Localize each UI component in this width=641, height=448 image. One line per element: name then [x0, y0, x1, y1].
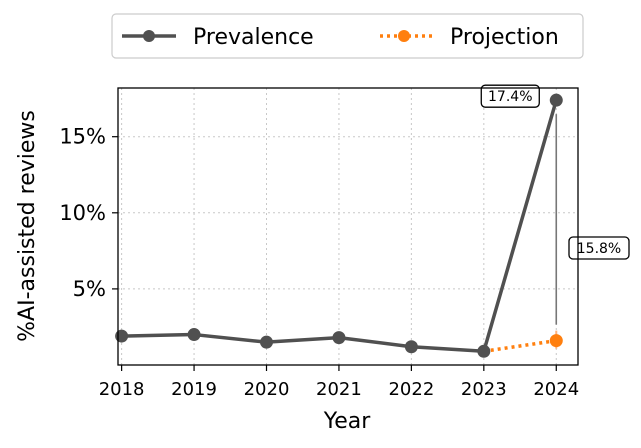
- x-tick-label: 2023: [461, 379, 507, 400]
- x-tick-label: 2018: [99, 379, 145, 400]
- annotation-layer: 17.4% 15.8%: [480, 84, 630, 325]
- annotation-box-gap: [568, 236, 630, 260]
- data-point-projection: [549, 334, 563, 348]
- data-point-prevalence: [477, 344, 491, 358]
- legend-label-projection: Projection: [450, 25, 559, 50]
- annotation-label-gap: 15.8%: [577, 241, 621, 257]
- x-tick-label: 2024: [533, 379, 579, 400]
- x-tick-label: 2019: [171, 379, 217, 400]
- y-axis-label: %AI-assisted reviews: [15, 110, 40, 342]
- legend-frame: [111, 13, 584, 59]
- data-point-prevalence: [115, 329, 129, 343]
- data-point-prevalence: [332, 331, 346, 345]
- data-point-prevalence: [404, 340, 418, 354]
- legend: Prevalence Projection: [111, 13, 584, 59]
- plot-frame: [117, 87, 579, 366]
- data-point-prevalence: [187, 328, 201, 342]
- annotation-label-peak: 17.4%: [488, 89, 532, 105]
- legend-label-prevalence: Prevalence: [193, 25, 314, 50]
- x-tick-label: 2021: [316, 379, 362, 400]
- y-tick-label: 15%: [59, 125, 106, 149]
- y-tick-label: 5%: [73, 277, 106, 301]
- legend-marker-prevalence: [143, 30, 155, 42]
- x-axis-label: Year: [323, 409, 372, 434]
- x-axis-ticks: 2018 2019 2020 2021 2022 2023 2024: [99, 365, 579, 400]
- y-axis-ticks: 5% 10% 15%: [59, 125, 118, 301]
- data-point-prevalence: [260, 335, 274, 349]
- annotation-box-peak: [480, 84, 540, 108]
- x-tick-label: 2022: [388, 379, 434, 400]
- y-tick-label: 10%: [59, 201, 106, 225]
- data-point-prevalence: [549, 93, 563, 107]
- grid: [118, 88, 578, 365]
- legend-marker-projection: [398, 30, 410, 42]
- series-line-projection: [483, 338, 557, 354]
- x-tick-label: 2020: [244, 379, 290, 400]
